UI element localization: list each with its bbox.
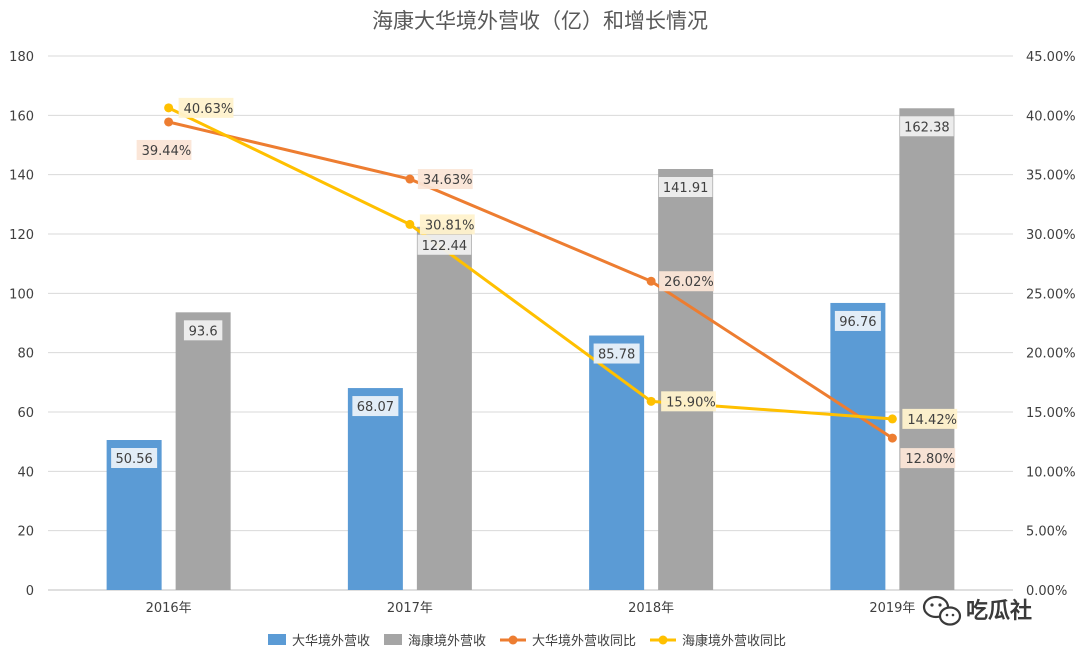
legend-swatch (268, 634, 286, 645)
right-tick-label: 30.00% (1026, 228, 1076, 243)
left-axis-ticks: 0 20 40 60 80 100 120 140 160 180 (9, 50, 34, 599)
right-tick-label: 10.00% (1026, 465, 1076, 480)
bar-label-bg (658, 177, 713, 198)
legend-marker (508, 635, 518, 645)
bar (899, 108, 955, 590)
line-data-label: 12.80% (905, 452, 955, 467)
line-point (405, 174, 415, 184)
line-point (164, 117, 174, 127)
legend-swatch (384, 634, 402, 645)
line-data-label: 39.44% (142, 144, 192, 159)
legend-label: 大华境外营收同比 (532, 634, 636, 649)
left-tick-label: 0 (26, 584, 34, 599)
right-tick-label: 0.00% (1026, 584, 1067, 599)
line-data-label: 34.63% (423, 173, 473, 188)
bar-data-label: 162.38 (904, 120, 950, 135)
legend-item: 海康境外营收 (384, 633, 486, 649)
line-label-bg (902, 408, 958, 429)
bar (416, 226, 472, 590)
bar-data-label: 93.6 (189, 324, 218, 339)
bar-data-label: 141.91 (663, 181, 709, 196)
bar-data-label: 50.56 (116, 452, 153, 467)
bar-data-label: 85.78 (598, 348, 635, 363)
watermark: 吃瓜社 (922, 595, 1032, 626)
category-label: 2019年 (869, 601, 915, 616)
category-label: 2018年 (628, 601, 674, 616)
line-point (405, 219, 415, 229)
bar (589, 335, 645, 590)
left-tick-label: 60 (17, 406, 34, 421)
bar-label-bg (183, 320, 223, 341)
right-tick-label: 40.00% (1026, 109, 1076, 124)
bar (830, 302, 886, 590)
line-data-label: 15.90% (666, 395, 716, 410)
line-data-label: 14.42% (907, 413, 957, 428)
legend-item: 大华境外营收 (268, 634, 370, 649)
line-point (887, 414, 897, 424)
left-tick-label: 40 (17, 465, 34, 480)
left-tick-label: 100 (9, 287, 34, 302)
bar-data-label: 122.44 (422, 239, 468, 254)
line-label-bg (178, 97, 234, 118)
right-tick-label: 45.00% (1026, 50, 1076, 65)
line-point (164, 103, 174, 113)
series-line (167, 106, 893, 421)
bar-label-bg (900, 116, 954, 137)
right-tick-label: 15.00% (1026, 406, 1076, 421)
line-data-label: 40.63% (184, 102, 234, 117)
line-point (646, 276, 656, 286)
bar (658, 169, 714, 590)
bars (106, 108, 955, 590)
left-tick-label: 20 (17, 525, 34, 540)
line-label-bg (659, 271, 714, 292)
line-point (646, 396, 656, 406)
line-label-bg (136, 139, 192, 160)
bar (175, 312, 231, 590)
bar-data-label: 96.76 (839, 315, 876, 330)
bar-label-bg (834, 310, 881, 331)
legend-label: 海康境外营收同比 (682, 633, 786, 649)
legend-label: 大华境外营收 (292, 634, 370, 649)
left-tick-label: 160 (9, 109, 34, 124)
right-tick-label: 25.00% (1026, 287, 1076, 302)
category-label: 2016年 (146, 601, 192, 616)
series-line (168, 120, 894, 440)
bar-label-bg (111, 448, 158, 469)
lines (164, 103, 897, 443)
line-data-label: 30.81% (425, 218, 475, 233)
legend: 大华境外营收 海康境外营收 大华境外营收同比 海康境外营收同比 (268, 633, 786, 649)
legend-label: 海康境外营收 (408, 633, 486, 649)
line-point (887, 433, 897, 443)
left-tick-label: 180 (9, 50, 34, 65)
bar (347, 388, 403, 590)
right-tick-label: 35.00% (1026, 169, 1076, 184)
bar-labels: 50.56 68.07 85.78 96.76 93.6 122.44 141.91 162.… (111, 116, 954, 469)
right-tick-label: 20.00% (1026, 347, 1076, 362)
legend-item: 大华境外营收同比 (500, 634, 636, 649)
left-tick-label: 80 (17, 347, 34, 362)
left-tick-label: 120 (9, 228, 34, 243)
line-label-bg (417, 169, 473, 190)
chart-title: 海康大华境外营收（亿）和增长情况 (372, 9, 708, 33)
watermark-text: 吃瓜社 (966, 598, 1032, 624)
wechat-icon (922, 595, 962, 626)
line-label-bg (900, 448, 956, 469)
line-label-bg (419, 214, 475, 235)
legend-item: 海康境外营收同比 (650, 633, 786, 649)
bar-data-label: 68.07 (357, 400, 394, 415)
left-tick-label: 140 (9, 169, 34, 184)
legend-marker (658, 635, 668, 645)
category-labels: 2016年 2017年 2018年 2019年 (146, 601, 916, 616)
category-label: 2017年 (387, 601, 433, 616)
line-labels: 39.44% 34.63% 26.02% 12.80% 40.63% 30.81% 15.9… (136, 97, 958, 469)
line-data-label: 26.02% (664, 275, 714, 290)
line-label-bg (661, 391, 716, 412)
bar-label-bg (352, 396, 399, 417)
bar-label-bg (417, 234, 472, 255)
right-axis-ticks: 0.00% 5.00% 10.00% 15.00% 20.00% 25.00% 30.00%… (1026, 50, 1076, 599)
right-tick-label: 5.00% (1026, 525, 1067, 540)
bar-label-bg (593, 343, 640, 364)
